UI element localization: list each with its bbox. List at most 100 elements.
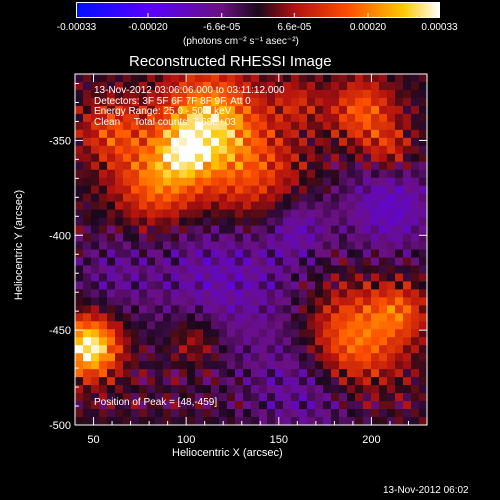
heatmap-cell [91, 121, 100, 131]
heatmap-cell [91, 321, 100, 330]
heatmap-cell [323, 233, 332, 243]
heatmap-cell [171, 417, 180, 426]
heatmap-cell [251, 273, 260, 283]
heatmap-cell [227, 185, 236, 195]
heatmap-cell [283, 161, 292, 171]
heatmap-cell [243, 241, 252, 251]
heatmap-cell [395, 377, 404, 386]
heatmap-cell [219, 177, 228, 187]
heatmap-cell [267, 297, 276, 306]
heatmap-cell [411, 185, 420, 195]
heatmap-cell [291, 177, 300, 187]
heatmap-cell [227, 345, 236, 354]
heatmap-cell [139, 74, 148, 83]
heatmap-cell [83, 145, 92, 155]
heatmap-cell [299, 345, 308, 354]
heatmap-cell [339, 265, 348, 275]
heatmap-cell [219, 81, 228, 91]
heatmap-cell [195, 257, 204, 267]
heatmap-cell [163, 345, 172, 354]
heatmap-cell [275, 217, 284, 227]
heatmap-cell [419, 401, 428, 410]
heatmap-cell [211, 209, 220, 219]
heatmap-cell [371, 113, 380, 123]
heatmap-cell [147, 201, 156, 211]
heatmap-cell [339, 409, 348, 418]
heatmap-cell [299, 193, 308, 203]
heatmap-cell [123, 225, 132, 235]
heatmap-cell [147, 177, 156, 187]
heatmap-cell [363, 233, 372, 243]
heatmap-cell [235, 369, 244, 378]
heatmap-cell [83, 369, 92, 378]
heatmap-cell [323, 361, 332, 370]
heatmap-cell [187, 129, 196, 139]
heatmap-cell [107, 81, 116, 91]
heatmap-cell [91, 217, 100, 227]
heatmap-cell [251, 185, 260, 195]
heatmap-cell [211, 329, 220, 338]
heatmap-cell [211, 345, 220, 354]
heatmap-cell [75, 185, 84, 195]
heatmap-cell [187, 297, 196, 306]
heatmap-cell [163, 385, 172, 394]
heatmap-cell [339, 249, 348, 259]
heatmap-cell [171, 337, 180, 346]
heatmap-cell [315, 137, 324, 147]
heatmap-cell [99, 169, 108, 179]
heatmap-cell [323, 329, 332, 338]
heatmap-cell [403, 385, 412, 394]
heatmap-cell [91, 97, 100, 107]
heatmap-cell [363, 265, 372, 275]
heatmap-cell [131, 273, 140, 283]
heatmap-cell [163, 361, 172, 370]
heatmap-cell [299, 185, 308, 195]
heatmap-cell [291, 273, 300, 283]
heatmap-cell [187, 385, 196, 394]
heatmap-cell [99, 385, 108, 394]
heatmap-cell [91, 377, 100, 386]
heatmap-cell [419, 209, 428, 219]
heatmap-cell [331, 297, 340, 306]
heatmap-cell [291, 233, 300, 243]
heatmap-cell [291, 169, 300, 179]
heatmap-cell [315, 225, 324, 235]
heatmap-cell [283, 105, 292, 115]
heatmap-cell [227, 161, 236, 171]
heatmap-cell [259, 193, 268, 203]
heatmap-cell [179, 345, 188, 354]
heatmap-cell [275, 329, 284, 338]
heatmap-cell [115, 353, 124, 362]
heatmap-cell [275, 281, 284, 290]
heatmap-cell [307, 185, 316, 195]
heatmap-cell [115, 169, 124, 179]
heatmap-cell [195, 385, 204, 394]
heatmap-cell [123, 137, 132, 147]
heatmap-cell [147, 369, 156, 378]
heatmap-cell [139, 281, 148, 290]
heatmap-cell [411, 417, 420, 426]
heatmap-cell [419, 241, 428, 251]
heatmap-cell [355, 417, 364, 426]
heatmap-cell [155, 241, 164, 251]
heatmap-cell [323, 297, 332, 306]
heatmap-cell [331, 249, 340, 259]
heatmap-cell [291, 337, 300, 346]
heatmap-cell [107, 353, 116, 362]
heatmap-cell [323, 209, 332, 219]
heatmap-cell [179, 74, 188, 83]
heatmap-cell [195, 409, 204, 418]
heatmap-cell [147, 97, 156, 107]
heatmap-cell [411, 297, 420, 306]
heatmap-cell [419, 297, 428, 306]
heatmap-cell [371, 241, 380, 251]
heatmap-cell [307, 113, 316, 123]
heatmap-cell [307, 401, 316, 410]
heatmap-cell [179, 265, 188, 275]
heatmap-cell [243, 225, 252, 235]
heatmap-cell [259, 145, 268, 155]
heatmap-cell [267, 217, 276, 227]
colorbar-gradient [76, 2, 440, 18]
heatmap-cell [187, 81, 196, 91]
heatmap-cell [123, 313, 132, 322]
